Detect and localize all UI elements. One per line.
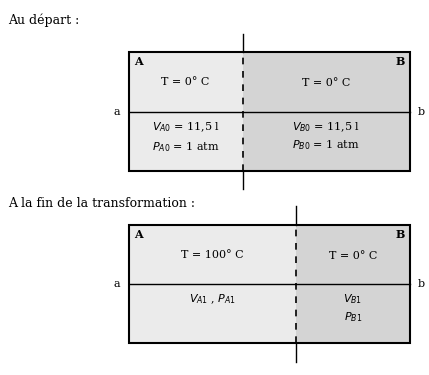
Text: $V_{B0}$ = 11,5 l: $V_{B0}$ = 11,5 l xyxy=(292,120,360,134)
Text: T = 0° C: T = 0° C xyxy=(329,251,377,261)
Text: B: B xyxy=(395,229,405,240)
Text: b: b xyxy=(418,279,425,289)
Bar xyxy=(129,225,296,343)
Bar xyxy=(129,53,242,171)
Bar xyxy=(296,225,410,343)
Text: $V_{A0}$ = 11,5 l: $V_{A0}$ = 11,5 l xyxy=(151,120,220,134)
Text: A: A xyxy=(134,229,142,240)
Bar xyxy=(242,53,410,171)
Text: a: a xyxy=(113,106,120,117)
Bar xyxy=(129,225,410,343)
Text: $P_{A0}$ = 1 atm: $P_{A0}$ = 1 atm xyxy=(152,140,220,154)
Text: T = 100° C: T = 100° C xyxy=(181,249,244,259)
Text: $V_{B1}$: $V_{B1}$ xyxy=(343,292,363,306)
Text: A la fin de la transformation :: A la fin de la transformation : xyxy=(8,197,195,210)
Text: $P_{B1}$: $P_{B1}$ xyxy=(344,310,362,324)
Text: T = 0° C: T = 0° C xyxy=(161,77,210,87)
Text: T = 0° C: T = 0° C xyxy=(302,78,350,88)
Text: A: A xyxy=(134,56,142,67)
Text: a: a xyxy=(113,279,120,289)
Bar xyxy=(129,53,410,171)
Text: B: B xyxy=(395,56,405,67)
Text: b: b xyxy=(418,106,425,117)
Text: Au départ :: Au départ : xyxy=(8,13,79,27)
Text: $P_{B0}$ = 1 atm: $P_{B0}$ = 1 atm xyxy=(292,138,360,152)
Text: $V_{A1}$ , $P_{A1}$: $V_{A1}$ , $P_{A1}$ xyxy=(189,292,236,306)
